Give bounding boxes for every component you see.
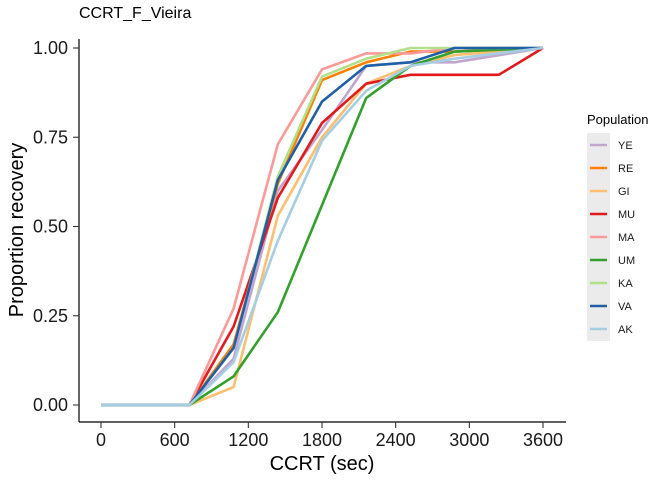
legend-label-ka: KA xyxy=(618,278,633,290)
x-tick-label: 1800 xyxy=(302,430,342,450)
legend-label-ak: AK xyxy=(618,324,633,336)
x-axis-title: CCRT (sec) xyxy=(270,453,375,475)
legend-title: Population xyxy=(587,112,648,127)
x-tick-label: 1200 xyxy=(228,430,268,450)
legend-label-gi: GI xyxy=(618,186,630,198)
legend-label-re: RE xyxy=(618,163,633,175)
y-tick-label: 0.00 xyxy=(33,395,68,415)
x-tick-label: 3600 xyxy=(523,430,563,450)
y-axis-ticks: 0.00 0.25 0.50 0.75 1.00 xyxy=(33,38,79,415)
legend-label-ma: MA xyxy=(618,232,635,244)
y-tick-label: 0.25 xyxy=(33,306,68,326)
legend-label-um: UM xyxy=(618,255,635,267)
legend-label-mu: MU xyxy=(618,209,635,221)
plot-lines xyxy=(101,46,544,407)
y-axis-title: Proportion recovery xyxy=(6,143,28,318)
series-line-ak xyxy=(101,46,544,407)
x-tick-label: 3000 xyxy=(449,430,489,450)
series-line-um xyxy=(101,46,544,407)
series-line-va xyxy=(101,46,543,407)
series-line-ma xyxy=(101,46,543,407)
x-tick-label: 600 xyxy=(160,430,190,450)
y-tick-label: 0.75 xyxy=(33,127,68,147)
x-tick-label: 2400 xyxy=(376,430,416,450)
chart-title: CCRT_F_Vieira xyxy=(79,5,191,22)
x-tick-label: 0 xyxy=(96,430,106,450)
y-tick-label: 1.00 xyxy=(33,38,68,58)
legend: Population YE RE GI MU MA UM KA VA AK xyxy=(587,112,648,341)
legend-label-va: VA xyxy=(618,301,633,313)
series-line-mu xyxy=(101,46,544,407)
series-line-gi xyxy=(101,46,544,407)
x-axis-ticks: 0 600 1200 1800 2400 3000 3600 xyxy=(96,422,563,450)
legend-label-ye: YE xyxy=(618,140,633,152)
y-tick-label: 0.50 xyxy=(33,217,68,237)
